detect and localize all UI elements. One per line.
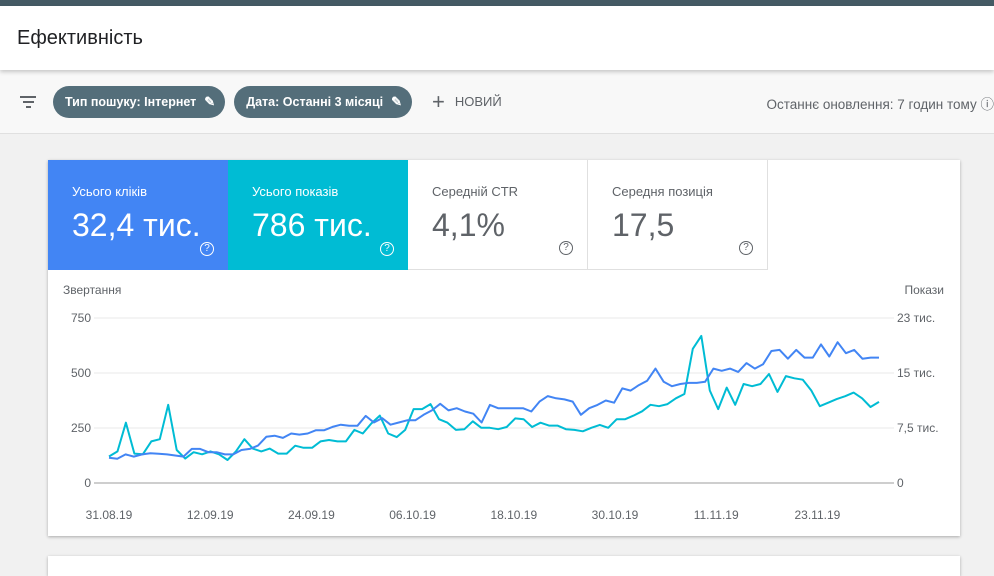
metric-value: 786 тис.: [252, 207, 408, 244]
y-right-tick: 23 тис.: [897, 311, 935, 325]
edit-icon: ✎: [204, 94, 215, 110]
plus-icon: +: [432, 89, 445, 115]
new-label: НОВИЙ: [455, 94, 502, 109]
metric-position[interactable]: Середня позиція 17,5?: [588, 160, 768, 270]
y-right-tick: 7,5 тис.: [897, 421, 939, 435]
metric-label: Усього кліків: [72, 184, 228, 199]
x-tick: 31.08.19: [86, 508, 133, 522]
filter-icon[interactable]: [18, 93, 38, 111]
second-card: [48, 556, 960, 576]
metric-value: 32,4 тис.: [72, 207, 228, 244]
search-type-chip[interactable]: Тип пошуку: Інтернет ✎: [53, 86, 225, 118]
help-icon[interactable]: ⓘ: [981, 97, 994, 112]
edit-icon: ✎: [391, 94, 402, 110]
help-icon[interactable]: ?: [200, 242, 214, 256]
x-tick: 12.09.19: [187, 508, 234, 522]
new-filter-button[interactable]: + НОВИЙ: [432, 89, 502, 115]
help-icon[interactable]: ?: [739, 241, 753, 255]
performance-card: Усього кліків 32,4 тис.? Усього показів 78…: [48, 160, 960, 536]
metric-value: 4,1%: [432, 207, 587, 244]
y-right-tick: 15 тис.: [897, 366, 935, 380]
y-right-label: Покази: [904, 283, 944, 297]
metric-ctr[interactable]: Середній CTR 4,1%?: [408, 160, 588, 270]
page-title: Ефективність: [17, 27, 143, 50]
impressions-line: [109, 336, 879, 460]
y-left-tick: 250: [71, 421, 91, 435]
x-tick: 23.11.19: [794, 508, 840, 522]
x-tick: 30.10.19: [592, 508, 639, 522]
performance-chart[interactable]: Звертання Покази 0 0 250 7,5 тис. 500 15 тис.…: [48, 270, 960, 536]
last-update-text: Останнє оновлення: 7 годин тому ⓘ: [767, 93, 994, 113]
page-header: Ефективність: [0, 6, 994, 70]
date-chip[interactable]: Дата: Останні 3 місяці ✎: [234, 86, 412, 118]
y-left-tick: 500: [71, 366, 91, 380]
x-tick: 06.10.19: [389, 508, 436, 522]
help-icon[interactable]: ?: [380, 242, 394, 256]
clicks-line: [109, 342, 879, 459]
metric-clicks[interactable]: Усього кліків 32,4 тис.?: [48, 160, 228, 270]
metric-value: 17,5: [612, 207, 767, 244]
last-update-label: Останнє оновлення: 7 годин тому: [767, 97, 977, 112]
metric-impressions[interactable]: Усього показів 786 тис.?: [228, 160, 408, 270]
y-right-tick: 0: [897, 476, 904, 490]
metric-label: Усього показів: [252, 184, 408, 199]
chip-label: Тип пошуку: Інтернет: [65, 95, 196, 109]
y-left-tick: 750: [71, 311, 91, 325]
chip-label: Дата: Останні 3 місяці: [246, 95, 383, 109]
x-tick: 18.10.19: [490, 508, 537, 522]
y-left-tick: 0: [84, 476, 91, 490]
y-left-label: Звертання: [63, 283, 121, 297]
x-tick: 24.09.19: [288, 508, 335, 522]
metric-label: Середня позиція: [612, 184, 767, 199]
help-icon[interactable]: ?: [559, 241, 573, 255]
metric-label: Середній CTR: [432, 184, 587, 199]
x-tick: 11.11.19: [694, 508, 739, 522]
